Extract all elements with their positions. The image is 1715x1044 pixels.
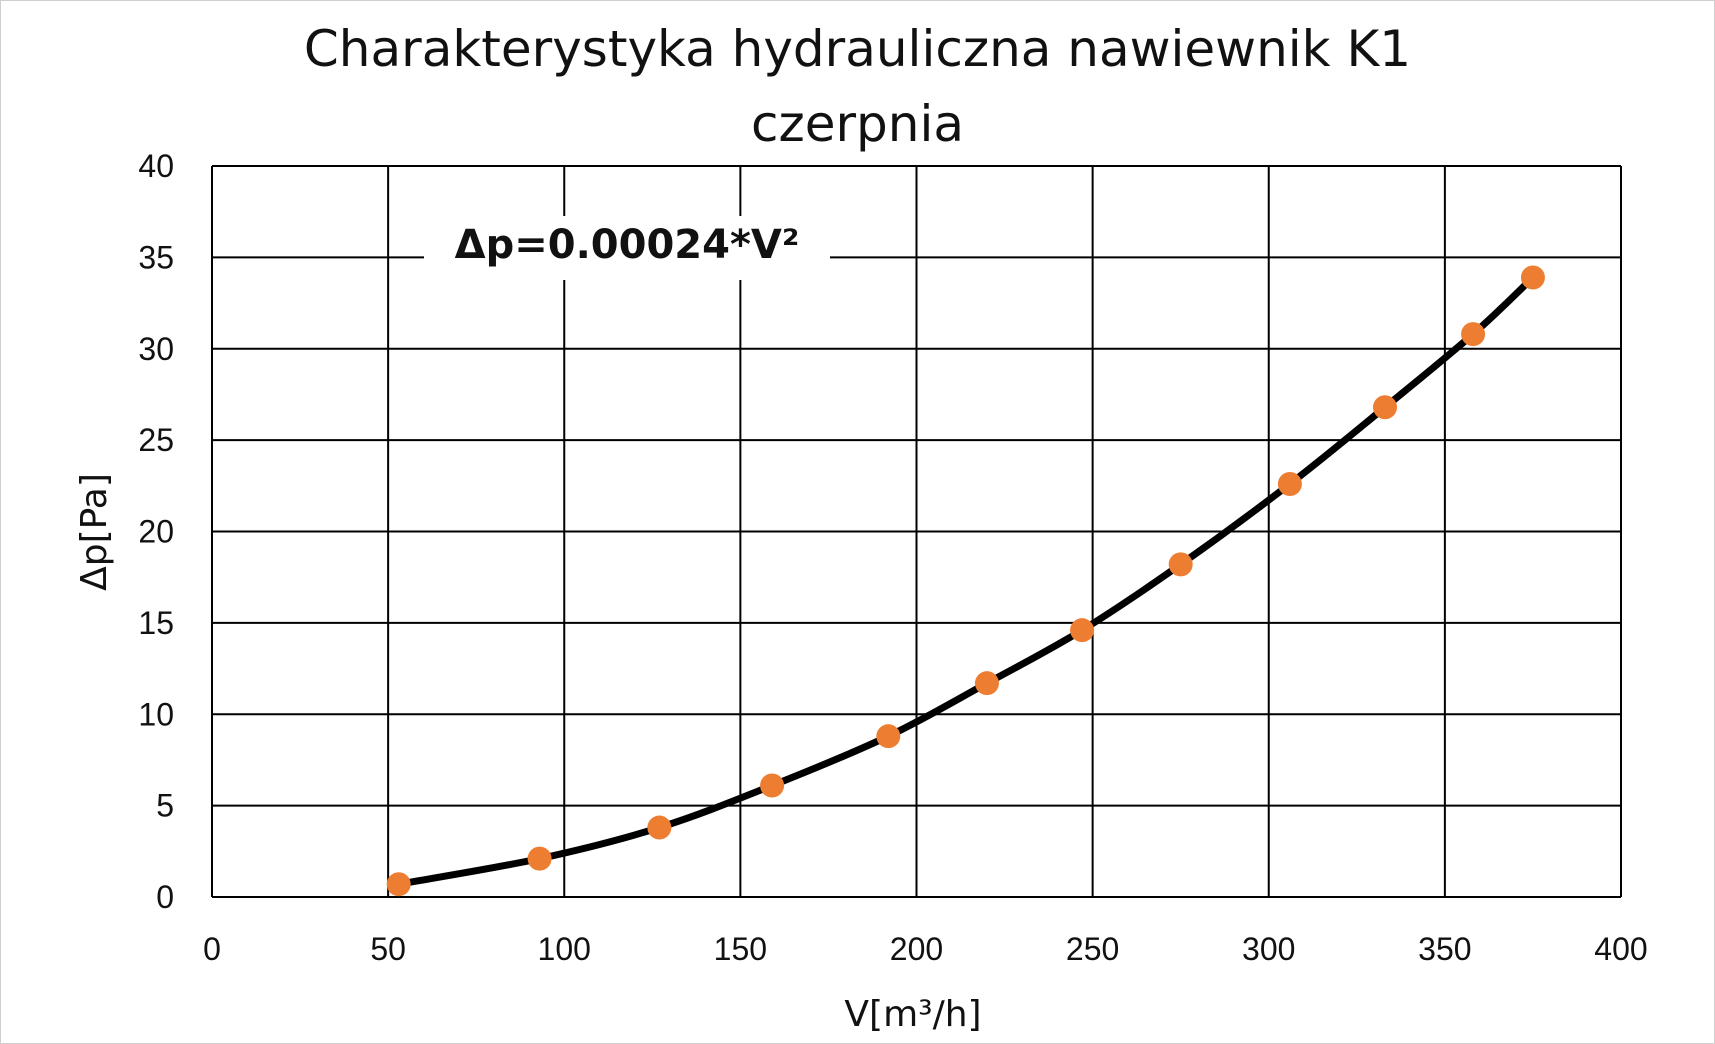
x-tick-labels: 0 50 100 150 200 250 300 350 400 (203, 931, 1648, 967)
y-tick-label-0: 0 (156, 879, 174, 915)
equation-box: Δp=0.00024*V² (424, 216, 830, 280)
fit-curve (395, 273, 1537, 888)
data-point-12 (1520, 265, 1545, 290)
data-point-1 (386, 872, 411, 897)
chart-title: Charakterystyka hydrauliczna nawiewnik K… (303, 20, 1412, 78)
x-tick-label-0: 0 (203, 931, 221, 967)
data-point-8 (1168, 552, 1193, 577)
x-tick-label-150: 150 (714, 931, 767, 967)
x-tick-label-400: 400 (1594, 931, 1647, 967)
y-tick-label-30: 30 (138, 331, 174, 367)
data-point-2 (527, 846, 552, 871)
x-tick-label-350: 350 (1418, 931, 1471, 967)
y-tick-label-40: 40 (138, 148, 174, 184)
chart-subtitle: czerpnia (750, 95, 964, 153)
data-points (386, 265, 1545, 897)
equation-label: Δp=0.00024*V² (455, 222, 800, 268)
data-point-4 (760, 773, 785, 798)
grid-lines (211, 165, 1622, 898)
y-tick-labels: 0 5 10 15 20 25 30 35 40 (138, 148, 174, 915)
y-axis-label: Δp[Pa] (74, 473, 115, 591)
x-tick-label-250: 250 (1066, 931, 1119, 967)
x-tick-label-100: 100 (538, 931, 591, 967)
x-tick-label-200: 200 (890, 931, 943, 967)
y-tick-label-25: 25 (138, 422, 174, 458)
data-point-3 (647, 815, 672, 840)
equation-background (424, 216, 830, 280)
y-tick-label-5: 5 (156, 788, 174, 824)
data-point-9 (1277, 471, 1302, 496)
x-tick-label-300: 300 (1242, 931, 1295, 967)
y-tick-label-20: 20 (138, 514, 174, 550)
data-point-5 (876, 724, 901, 749)
x-tick-label-50: 50 (370, 931, 406, 967)
data-point-7 (1070, 618, 1095, 643)
data-point-10 (1372, 395, 1397, 420)
y-tick-label-15: 15 (138, 605, 174, 641)
y-tick-label-35: 35 (138, 239, 174, 275)
data-point-6 (974, 671, 999, 696)
data-point-11 (1461, 322, 1486, 347)
x-axis-label: V[m³/h] (844, 994, 981, 1035)
y-tick-label-10: 10 (138, 696, 174, 732)
